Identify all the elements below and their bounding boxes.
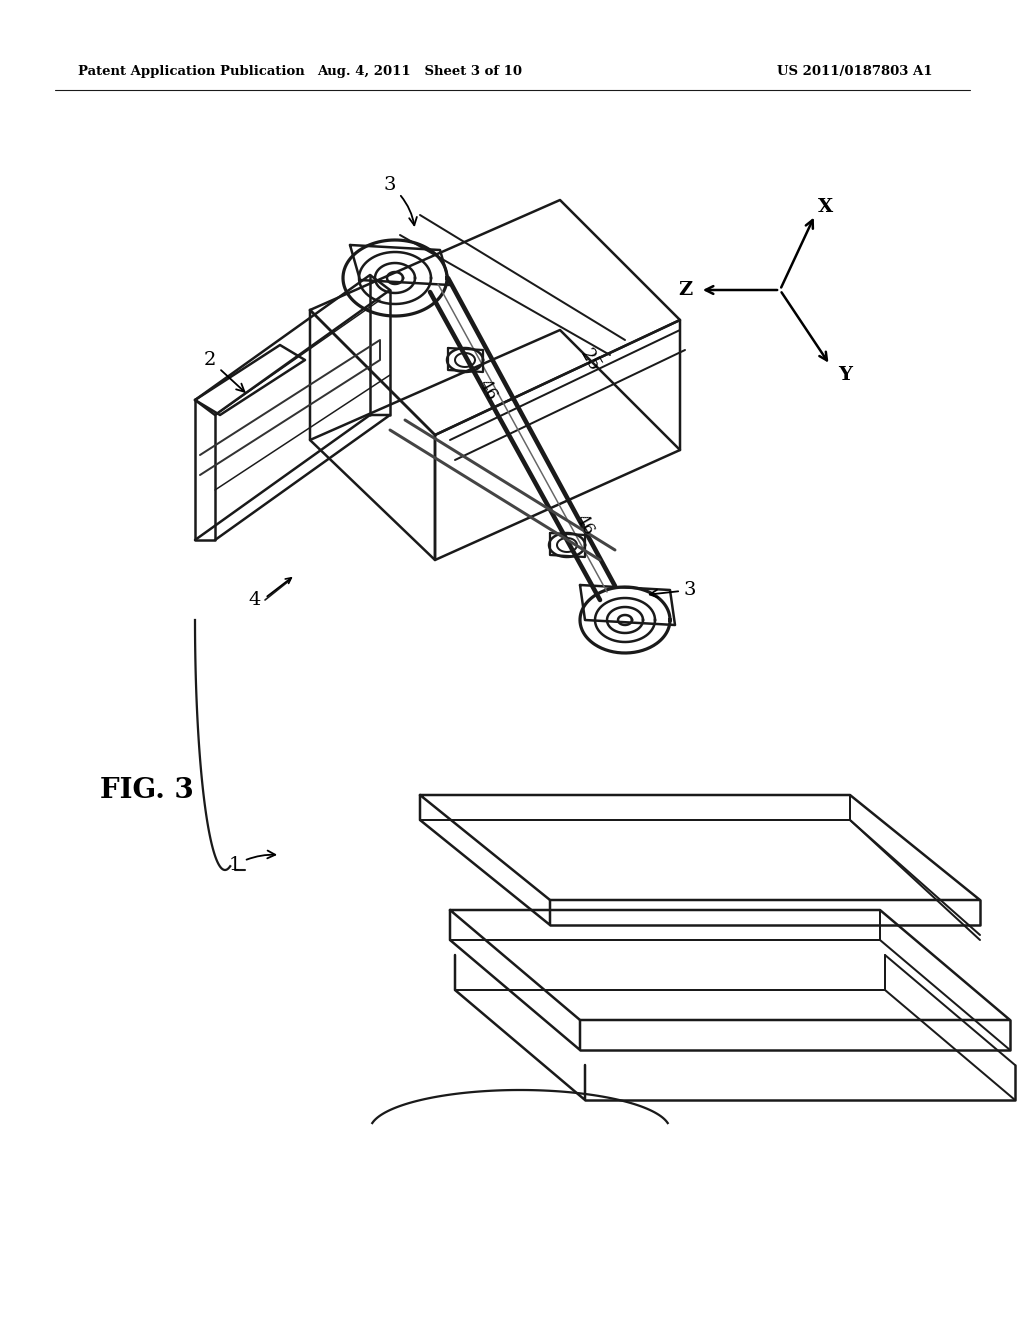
Text: 2: 2 — [204, 351, 245, 392]
Text: Y: Y — [838, 366, 852, 384]
Text: 1: 1 — [228, 850, 275, 874]
Text: US 2011/0187803 A1: US 2011/0187803 A1 — [777, 66, 933, 78]
Text: Z: Z — [678, 281, 692, 300]
Text: 3: 3 — [650, 581, 696, 599]
Text: 46: 46 — [572, 512, 598, 539]
Text: 46: 46 — [475, 376, 501, 404]
Text: FIG. 3: FIG. 3 — [100, 776, 194, 804]
Text: Patent Application Publication: Patent Application Publication — [78, 66, 305, 78]
Text: Aug. 4, 2011   Sheet 3 of 10: Aug. 4, 2011 Sheet 3 of 10 — [317, 66, 522, 78]
Text: 25: 25 — [577, 346, 603, 375]
Text: 4: 4 — [249, 591, 261, 609]
Text: 3: 3 — [384, 176, 417, 226]
Text: X: X — [817, 198, 833, 216]
